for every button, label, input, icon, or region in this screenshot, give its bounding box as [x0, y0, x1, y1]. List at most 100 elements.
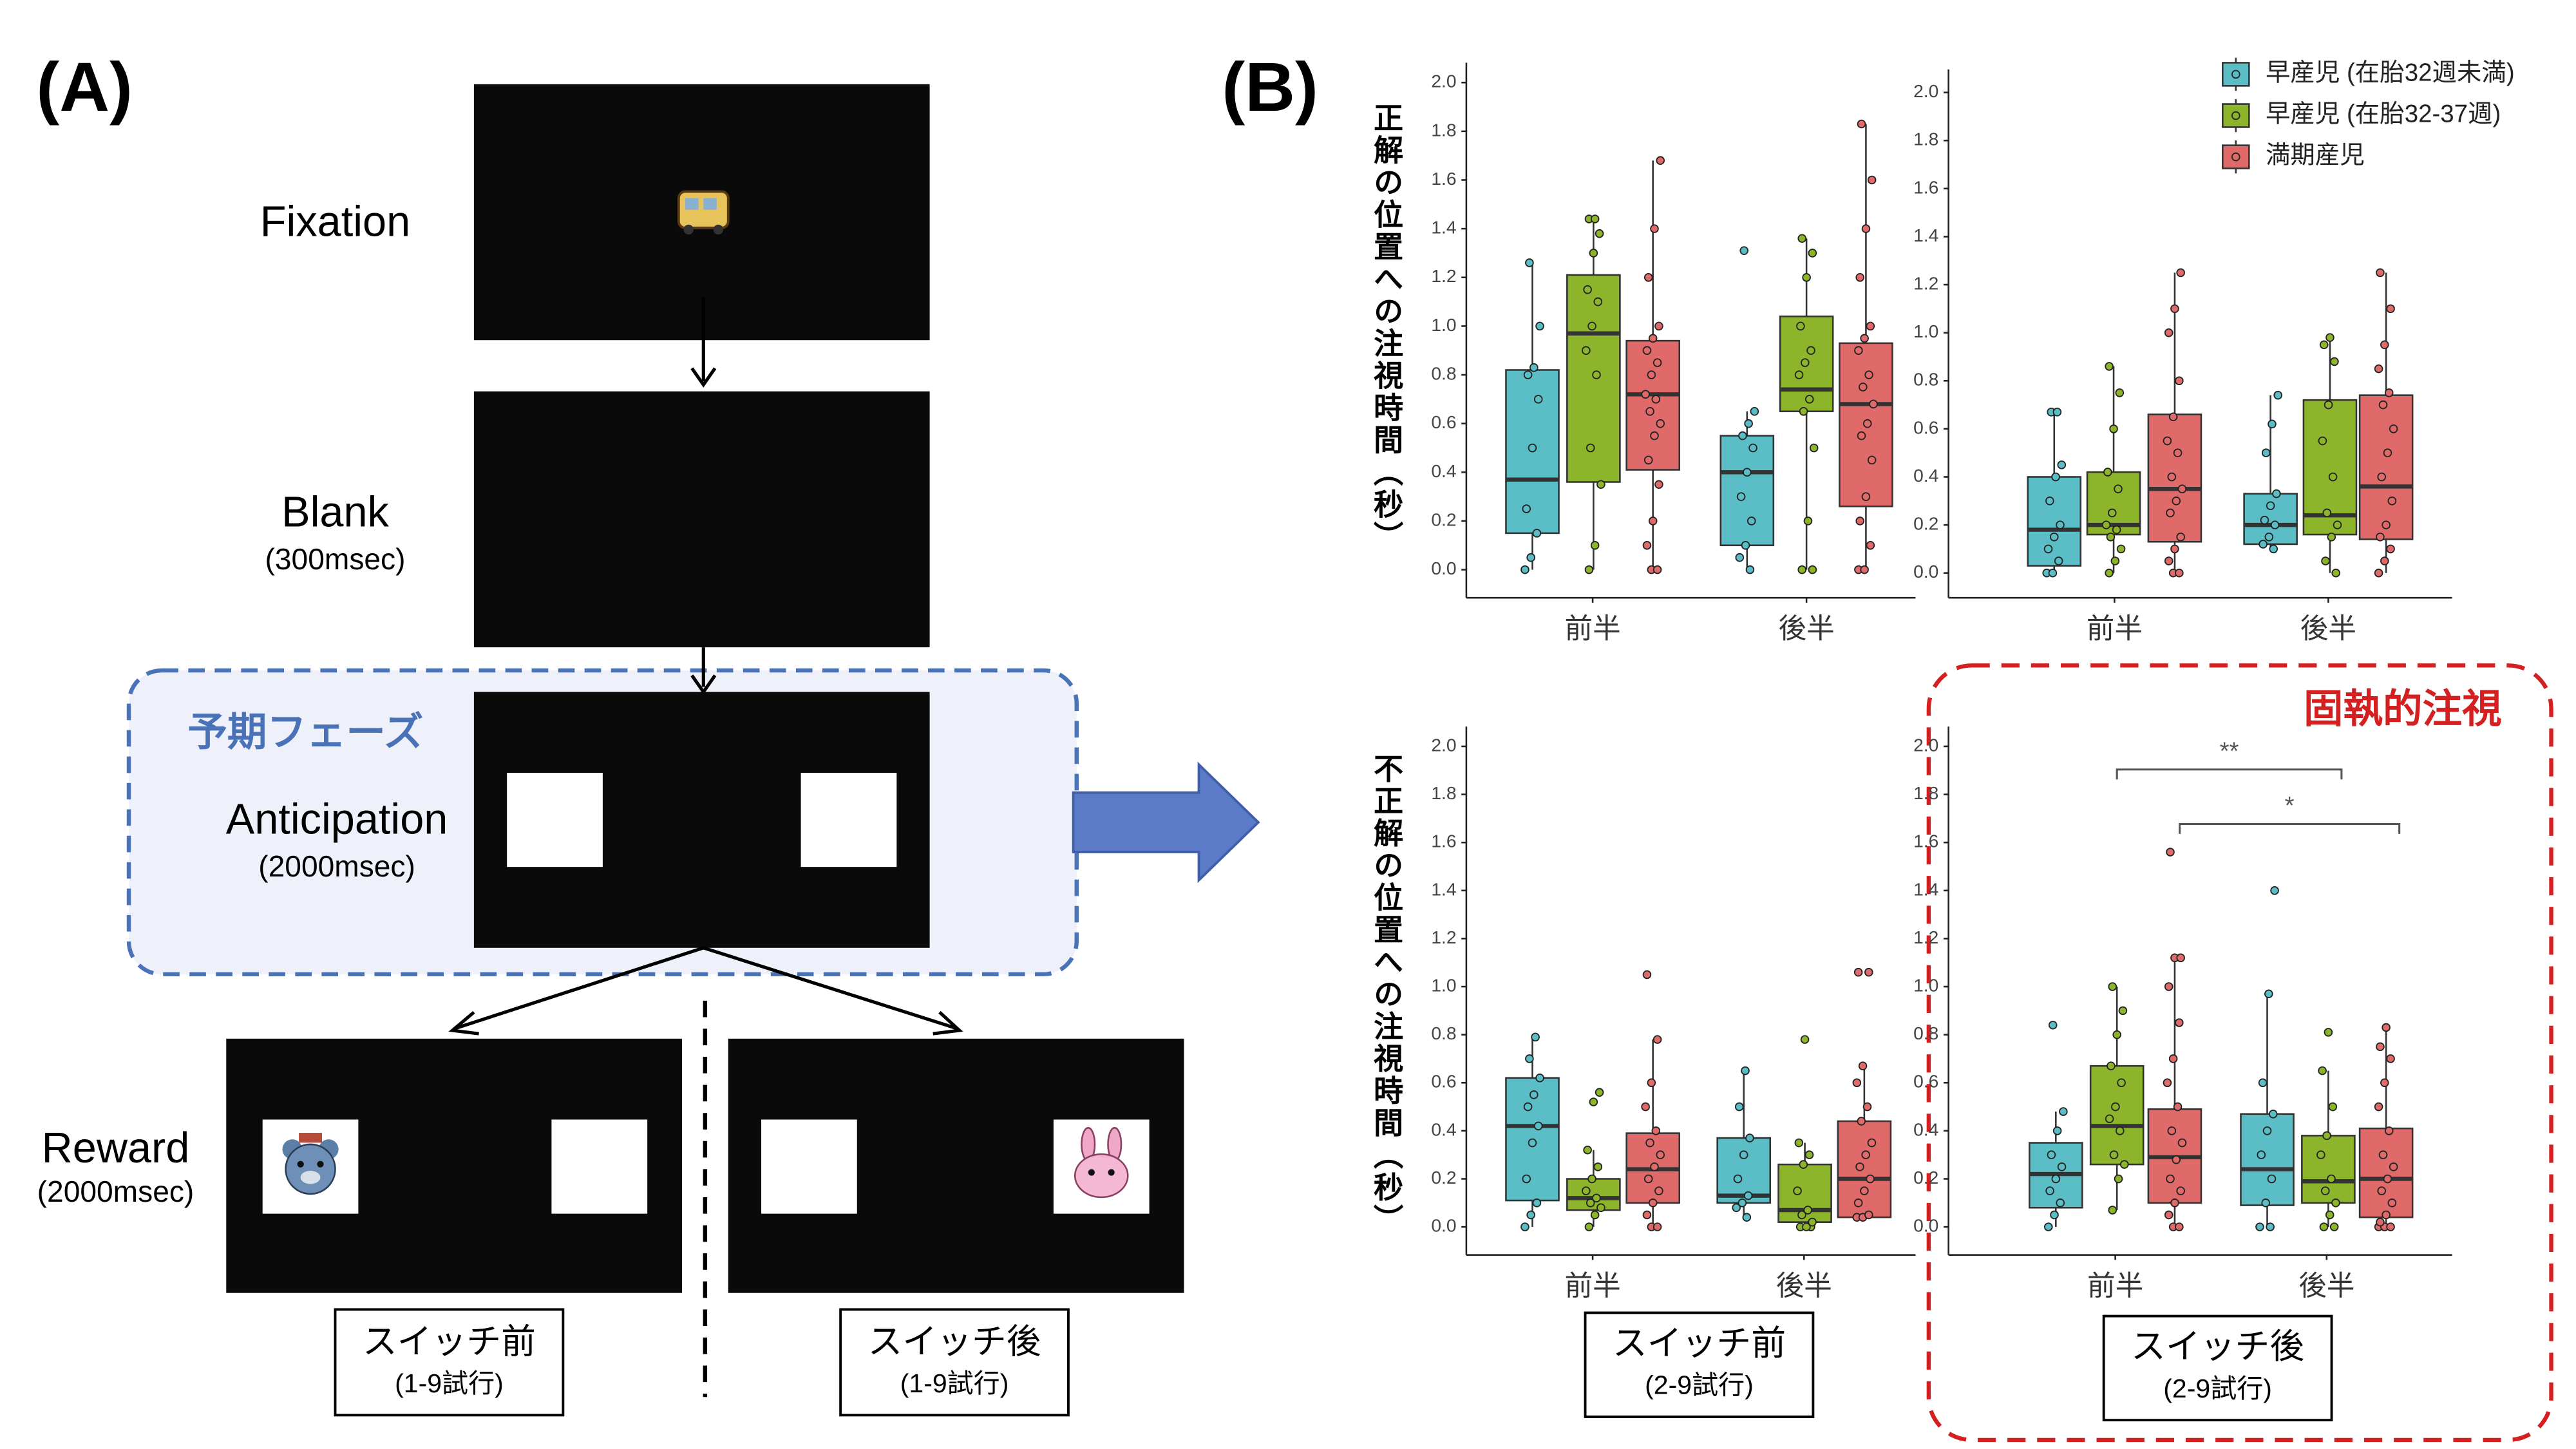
data-point	[2387, 497, 2397, 506]
data-point	[2164, 556, 2174, 565]
screen	[473, 391, 930, 648]
data-point	[1862, 419, 1872, 428]
data-point	[2166, 848, 2175, 857]
data-point	[2105, 362, 2114, 371]
data-point	[1653, 1222, 1662, 1231]
data-point	[1596, 1203, 1605, 1213]
legend-dot	[2231, 152, 2240, 162]
data-point	[1647, 1078, 1656, 1088]
data-point	[1525, 1054, 1534, 1063]
data-point	[2259, 540, 2268, 549]
data-point	[2267, 1174, 2277, 1184]
data-point	[2266, 1222, 2275, 1231]
y-tick-label: 0.2	[1913, 513, 1938, 534]
data-point	[2325, 1210, 2334, 1220]
y-tick-label: 1.6	[1913, 176, 1938, 197]
data-point	[2327, 532, 2336, 542]
data-point	[2266, 501, 2275, 511]
data-point	[2273, 390, 2282, 400]
data-point	[1590, 1210, 1600, 1220]
data-point	[1736, 492, 1746, 501]
data-point	[1651, 1126, 1661, 1135]
y-tick-label: 0.6	[1431, 1071, 1456, 1092]
data-point	[2164, 1210, 2174, 1220]
stage-label: Fixation	[260, 198, 410, 245]
data-point	[2319, 340, 2329, 350]
data-point	[1738, 1198, 1747, 1208]
data-point	[2268, 1109, 2278, 1119]
data-point	[1855, 272, 1864, 282]
y-tick-label: 0.6	[1913, 1071, 1938, 1092]
x-tick-label: 前半	[1564, 614, 1620, 645]
data-point	[2173, 448, 2183, 458]
data-point	[2382, 1210, 2391, 1220]
data-point	[1799, 1160, 1808, 1169]
data-point	[2176, 268, 2185, 278]
data-point	[1586, 1198, 1595, 1208]
y-tick-label: 1.8	[1431, 119, 1456, 140]
data-point	[1650, 1162, 1659, 1171]
y-tick-label: 0.4	[1913, 465, 1938, 486]
data-point	[2380, 1078, 2389, 1088]
data-point	[2324, 1028, 2333, 1037]
data-point	[2177, 1138, 2187, 1148]
condition-label: スイッチ前	[363, 1322, 536, 1361]
y-tick-label: 1.0	[1913, 321, 1938, 341]
data-point	[2380, 340, 2389, 350]
data-point	[2331, 568, 2340, 578]
data-point	[2382, 520, 2391, 529]
data-point	[2177, 484, 2187, 493]
data-point	[1535, 321, 1544, 331]
data-point	[2268, 419, 2277, 429]
data-point	[1653, 1035, 1662, 1044]
data-point	[1802, 272, 1811, 282]
significance-label: **	[2220, 737, 2239, 765]
data-point	[2048, 568, 2058, 578]
stage-duration: (300msec)	[265, 542, 406, 576]
data-point	[1797, 565, 1806, 574]
condition-box	[839, 1308, 1070, 1417]
data-point	[1859, 383, 1868, 392]
data-point	[1653, 358, 1662, 367]
arrow-head	[448, 1010, 479, 1036]
data-point	[1854, 346, 1863, 355]
data-point	[1523, 1102, 1533, 1112]
data-point	[1793, 1186, 1802, 1195]
data-point	[1741, 1066, 1750, 1075]
y-tick-label: 2.0	[1431, 734, 1456, 755]
data-point	[1650, 431, 1659, 440]
data-point	[1589, 1097, 1598, 1106]
data-point	[2052, 407, 2062, 417]
data-point	[1861, 492, 1871, 501]
data-point	[1801, 358, 1810, 367]
y-tick-label: 0.6	[1913, 417, 1938, 437]
y-tick-label: 0.2	[1431, 509, 1456, 529]
data-point	[1583, 1145, 1592, 1155]
data-point	[2167, 1126, 2177, 1135]
data-point	[1648, 516, 1658, 526]
data-point	[2321, 556, 2330, 565]
data-point	[1867, 175, 1877, 185]
data-point	[2112, 1030, 2121, 1039]
data-point	[2175, 1018, 2184, 1027]
data-point	[1642, 1210, 1652, 1220]
data-point	[2175, 568, 2184, 578]
phase-label: 予期フェーズ	[187, 710, 423, 754]
data-point	[2108, 1206, 2117, 1215]
data-point	[2374, 568, 2383, 578]
data-point	[1653, 565, 1662, 574]
box	[1625, 339, 1680, 471]
data-point	[2255, 1222, 2264, 1231]
data-point	[2374, 364, 2383, 374]
data-point	[2384, 388, 2394, 397]
significance-bracket	[2116, 768, 2343, 780]
data-point	[2318, 1066, 2327, 1075]
y-tick-label: 0.6	[1431, 412, 1456, 432]
data-point	[1853, 1198, 1863, 1208]
y-tick-label: 1.4	[1913, 878, 1938, 899]
data-point	[2107, 1061, 2116, 1070]
data-point	[1595, 1088, 1604, 1097]
data-point	[2101, 520, 2111, 529]
data-point	[2043, 1222, 2053, 1231]
data-point	[2324, 400, 2333, 410]
